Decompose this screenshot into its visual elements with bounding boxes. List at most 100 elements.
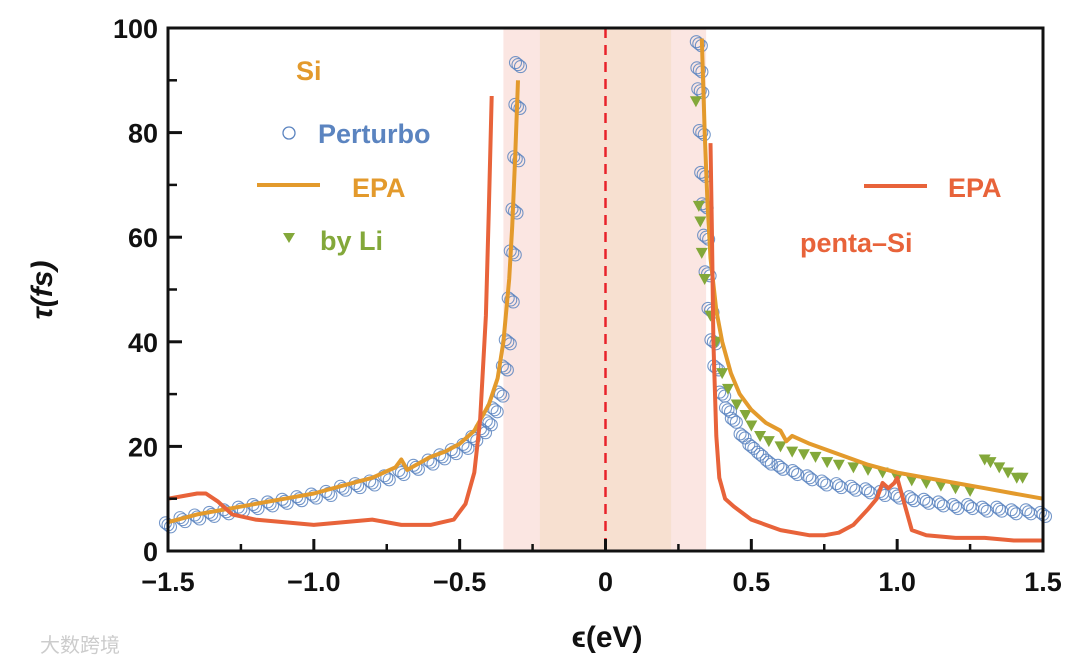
x-tick-label: 0.5 bbox=[733, 567, 771, 597]
x-tick-label: −1.5 bbox=[141, 567, 194, 597]
x-axis-label: ϵ(eV) bbox=[571, 621, 642, 654]
by-li-point bbox=[920, 478, 933, 490]
by-li-point bbox=[993, 462, 1006, 474]
perturbo-point bbox=[511, 58, 525, 72]
perturbo-point bbox=[513, 60, 528, 74]
by-li-point bbox=[809, 451, 822, 463]
perturbo-point bbox=[695, 126, 709, 140]
by-li-point bbox=[716, 368, 729, 380]
by-li-point bbox=[695, 247, 708, 259]
by-li-point bbox=[692, 200, 705, 212]
perturbo-point bbox=[397, 467, 411, 482]
perturbo-point bbox=[786, 463, 800, 478]
perturbo-point bbox=[493, 387, 508, 401]
perturbo-point bbox=[488, 403, 502, 417]
perturbo-point bbox=[844, 479, 858, 493]
y-tick-label: 100 bbox=[113, 14, 158, 44]
perturbo-point bbox=[484, 418, 498, 432]
legend-perturbo-marker bbox=[282, 126, 296, 140]
by-li-point bbox=[949, 483, 962, 495]
x-tick-label: −0.5 bbox=[433, 567, 486, 597]
perturbo-point bbox=[490, 405, 504, 419]
perturbo-point bbox=[961, 497, 975, 512]
by-li-point bbox=[934, 480, 947, 492]
perturbo-point bbox=[508, 56, 523, 70]
by-li-point bbox=[722, 383, 734, 395]
x-tick-label: 0 bbox=[598, 567, 613, 597]
perturbo-point bbox=[776, 462, 790, 476]
legend-epa-penta-label: EPA bbox=[948, 173, 1002, 203]
by-li-point bbox=[964, 485, 977, 497]
perturbo-point bbox=[394, 465, 408, 480]
by-li-point bbox=[754, 430, 767, 442]
legend-perturbo-label: Perturbo bbox=[318, 119, 431, 149]
perturbo-point bbox=[723, 405, 738, 419]
perturbo-point bbox=[500, 363, 514, 377]
perturbo-point bbox=[975, 500, 989, 514]
perturbo-point bbox=[791, 467, 805, 482]
perturbo-point bbox=[504, 293, 518, 307]
perturbo-point bbox=[917, 492, 931, 506]
by-li-point bbox=[797, 449, 810, 461]
by-li-point bbox=[847, 462, 860, 474]
perturbo-point bbox=[946, 497, 960, 512]
perturbo-point bbox=[1004, 503, 1018, 517]
legend-by-li-marker bbox=[283, 233, 295, 243]
perturbo-point bbox=[931, 495, 945, 509]
perturbo-point bbox=[718, 401, 733, 415]
perturbo-point bbox=[729, 415, 743, 429]
by-li-point bbox=[832, 459, 845, 471]
perturbo-point bbox=[321, 486, 335, 501]
perturbo-point bbox=[727, 413, 741, 427]
perturbo-point bbox=[762, 455, 776, 469]
watermark: 大数跨境 bbox=[40, 634, 120, 657]
series-line bbox=[167, 80, 520, 525]
perturbo-point bbox=[803, 471, 817, 485]
series-line bbox=[708, 143, 1043, 543]
legend-by-li-label: by Li bbox=[320, 226, 383, 256]
by-li-point bbox=[862, 464, 874, 476]
perturbo-point bbox=[382, 473, 396, 487]
shaded-regions bbox=[503, 28, 707, 551]
perturbo-point bbox=[764, 457, 778, 471]
perturbo-point bbox=[829, 477, 843, 491]
perturbo-point bbox=[759, 453, 773, 467]
y-tick-label: 20 bbox=[128, 432, 158, 462]
by-li-point bbox=[694, 216, 707, 228]
perturbo-point bbox=[736, 429, 750, 443]
perturbo-point bbox=[815, 474, 829, 488]
perturbo-point bbox=[800, 469, 814, 483]
perturbo-point bbox=[724, 411, 738, 425]
by-li-point bbox=[698, 274, 711, 286]
perturbo-point bbox=[990, 500, 1004, 514]
by-li-point bbox=[821, 457, 834, 469]
y-tick-label: 80 bbox=[128, 119, 158, 149]
by-li-point bbox=[689, 96, 702, 108]
perturbo-point bbox=[738, 431, 752, 445]
by-li-point bbox=[774, 441, 787, 453]
si-title: Si bbox=[296, 56, 322, 86]
perturbo-point bbox=[733, 427, 747, 441]
perturbo-point bbox=[368, 478, 382, 492]
by-li-point bbox=[745, 420, 758, 432]
by-li-point bbox=[1016, 472, 1029, 484]
y-tick-label: 40 bbox=[128, 328, 158, 358]
by-li-point bbox=[786, 446, 799, 458]
x-tick-label: −1.0 bbox=[287, 567, 340, 597]
legend-epa-si-label: EPA bbox=[352, 173, 406, 203]
perturbo-point bbox=[1019, 503, 1033, 517]
perturbo-point bbox=[692, 63, 706, 77]
perturbo-point bbox=[751, 445, 765, 459]
y-axis-label: τ(fs) bbox=[26, 261, 59, 320]
y-tick-label: 60 bbox=[128, 223, 158, 253]
perturbo-point bbox=[1038, 509, 1053, 523]
perturbo-point bbox=[788, 465, 802, 480]
perturbo-point bbox=[512, 154, 526, 168]
perturbo-point bbox=[805, 473, 819, 487]
perturbo-point bbox=[858, 482, 873, 496]
perturbo-point bbox=[461, 441, 475, 455]
by-li-point bbox=[739, 410, 752, 422]
perturbo-point bbox=[721, 403, 735, 417]
perturbo-point bbox=[496, 389, 510, 403]
